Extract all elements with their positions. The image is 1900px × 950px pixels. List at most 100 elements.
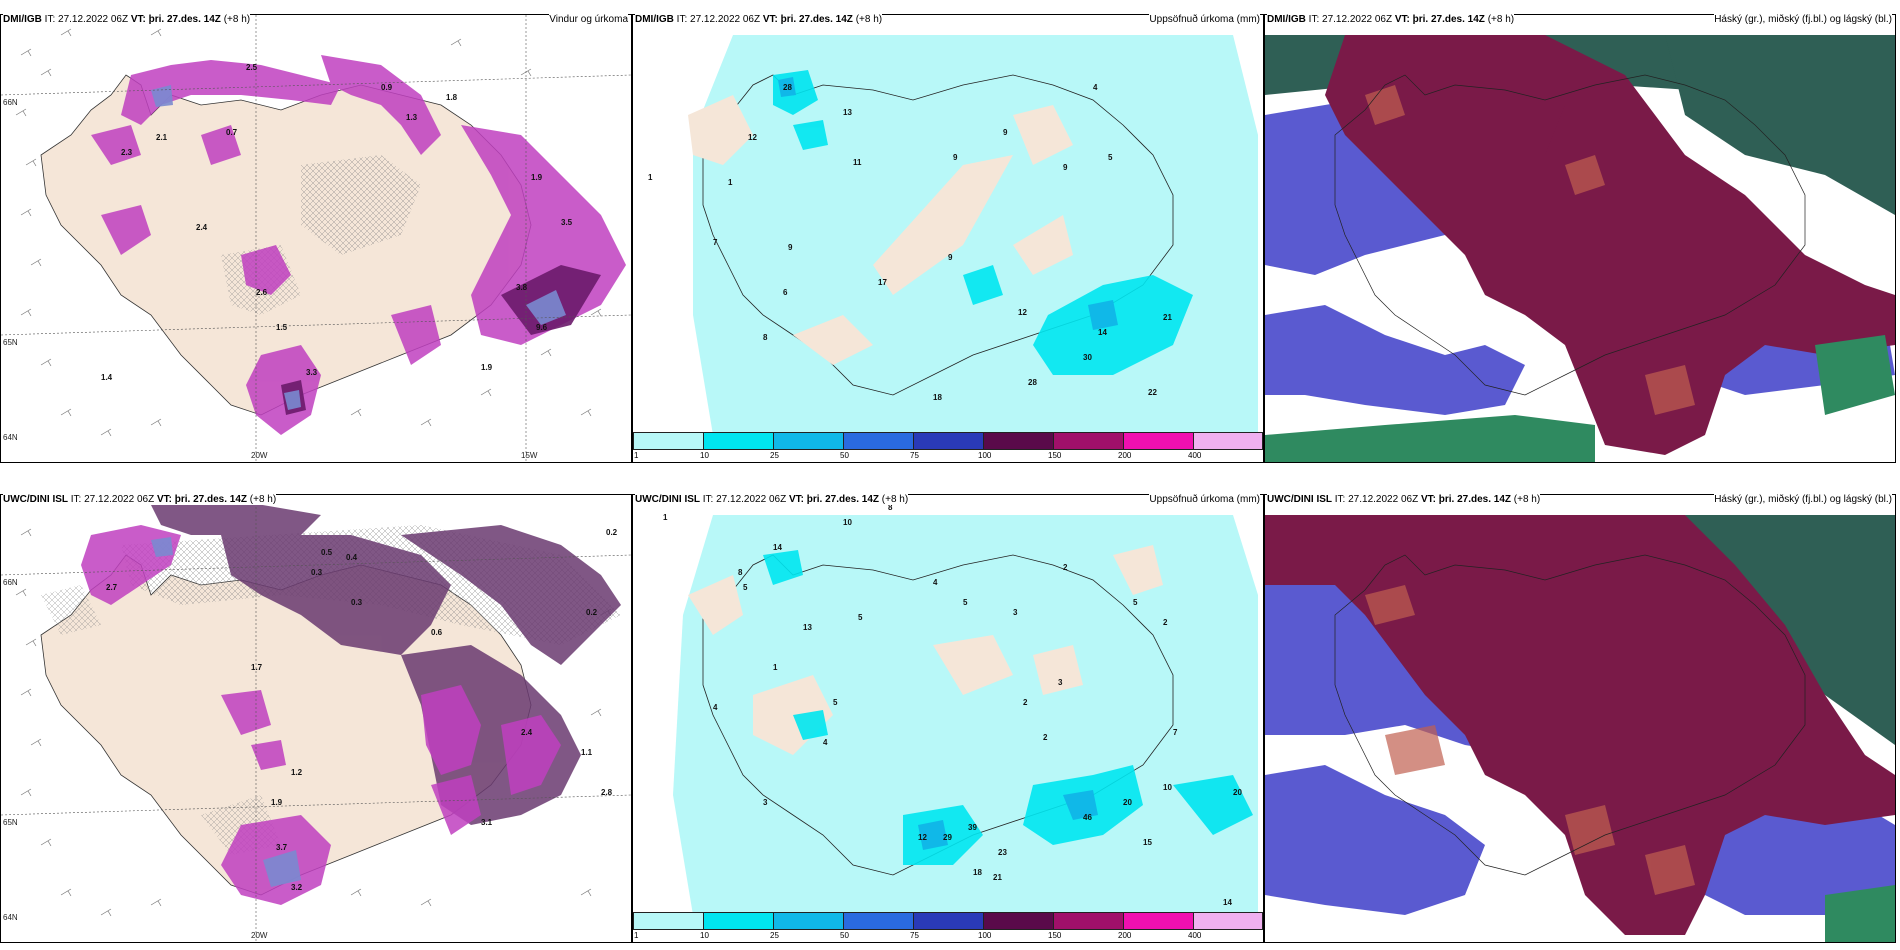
svg-text:29: 29 — [943, 833, 952, 842]
it-value: 27.12.2022 06Z — [1322, 14, 1393, 25]
lead-time: (+8 h) — [881, 494, 909, 505]
svg-text:9: 9 — [1063, 163, 1068, 172]
svg-text:23: 23 — [998, 848, 1007, 857]
svg-text:9: 9 — [1003, 128, 1008, 137]
svg-text:3: 3 — [763, 798, 768, 807]
colorbar-tick: 400 — [1188, 931, 1202, 940]
vt-label: VT: — [762, 14, 778, 25]
model-name: DMI/IGB — [635, 14, 674, 25]
svg-text:5: 5 — [833, 698, 838, 707]
svg-text:21: 21 — [993, 873, 1002, 882]
map-accum-precip-uwc: 1 10 8 14 8 5 13 5 4 5 3 2 5 2 3 2 5 4 3… — [633, 495, 1263, 942]
svg-text:18: 18 — [973, 868, 982, 877]
vt-label: VT: — [1420, 494, 1436, 505]
svg-text:0.2: 0.2 — [606, 528, 618, 537]
it-label: IT: — [44, 14, 56, 25]
colorbar-swatch — [1053, 912, 1124, 930]
svg-text:1.7: 1.7 — [251, 663, 263, 672]
svg-text:4: 4 — [713, 703, 718, 712]
it-value: 27.12.2022 06Z — [84, 494, 155, 505]
lead-time: (+8 h) — [249, 494, 277, 505]
svg-text:2: 2 — [1043, 733, 1048, 742]
svg-text:17: 17 — [878, 278, 887, 287]
colorbar-tick: 10 — [700, 931, 709, 940]
colorbar-swatch — [773, 912, 844, 930]
colorbar-swatch — [1193, 432, 1263, 450]
svg-text:2.5: 2.5 — [246, 63, 258, 72]
svg-text:8: 8 — [738, 568, 743, 577]
svg-text:0.4: 0.4 — [346, 553, 358, 562]
vt-value: þri. 27.des. 14Z — [148, 14, 221, 25]
svg-text:4: 4 — [1093, 83, 1098, 92]
colorbar-swatch — [913, 912, 984, 930]
svg-text:2.4: 2.4 — [521, 728, 533, 737]
it-label: IT: — [702, 494, 714, 505]
colorbar-tick: 25 — [770, 451, 779, 460]
colorbar-swatch — [843, 432, 914, 450]
svg-text:1.2: 1.2 — [291, 768, 303, 777]
panel-wind-precip-dmi: 2.5 0.9 1.8 2.3 2.1 2.4 1.3 2.6 1.5 3.3 … — [0, 14, 632, 463]
model-name: UWC/DINI ISL — [1267, 494, 1332, 505]
map-accum-precip-dmi: 28 12 13 11 9 9 9 4 5 1 1 7 9 6 8 9 17 1… — [633, 15, 1263, 462]
colorbar-swatch — [773, 432, 844, 450]
lead-time: (+8 h) — [855, 14, 883, 25]
panel-title: Uppsöfnuð úrkoma (mm) — [1149, 14, 1260, 25]
colorbar-tick: 150 — [1048, 931, 1062, 940]
svg-text:7: 7 — [1173, 728, 1178, 737]
colorbar-swatch — [703, 432, 774, 450]
svg-text:3.5: 3.5 — [561, 218, 573, 227]
map-clouds-uwc — [1265, 495, 1895, 942]
svg-text:9: 9 — [948, 253, 953, 262]
svg-text:9.6: 9.6 — [536, 323, 548, 332]
colorbar-tick: 400 — [1188, 451, 1202, 460]
svg-text:15W: 15W — [521, 451, 538, 460]
colorbar-tick: 100 — [978, 931, 992, 940]
panel-header: DMI/IGB IT: 27.12.2022 06Z VT: þri. 27.d… — [635, 14, 883, 25]
svg-text:0.6: 0.6 — [431, 628, 443, 637]
svg-text:3: 3 — [1058, 678, 1063, 687]
vt-value: þri. 27.des. 14Z — [1412, 14, 1485, 25]
map-wind-precip-uwc: 0.5 0.4 0.3 0.2 0.3 0.6 1.2 2.7 3.7 3.2 … — [1, 495, 631, 942]
it-label: IT: — [676, 14, 688, 25]
colorbar-tick: 50 — [840, 931, 849, 940]
vt-value: þri. 27.des. 14Z — [174, 494, 248, 505]
svg-text:20W: 20W — [251, 931, 268, 940]
svg-text:12: 12 — [1018, 308, 1027, 317]
svg-text:28: 28 — [783, 83, 792, 92]
panel-title: Vindur og úrkoma — [549, 14, 628, 25]
vt-value: þri. 27.des. 14Z — [806, 494, 880, 505]
svg-text:11: 11 — [853, 158, 862, 167]
svg-text:1: 1 — [663, 513, 668, 522]
svg-text:2.7: 2.7 — [106, 583, 118, 592]
svg-text:66N: 66N — [3, 578, 18, 587]
colorbar-swatch — [1123, 432, 1194, 450]
colorbar-tick: 10 — [700, 451, 709, 460]
svg-text:7: 7 — [713, 238, 718, 247]
svg-text:3.1: 3.1 — [481, 818, 493, 827]
svg-text:3: 3 — [1013, 608, 1018, 617]
svg-text:1: 1 — [728, 178, 733, 187]
map-wind-precip-dmi: 2.5 0.9 1.8 2.3 2.1 2.4 1.3 2.6 1.5 3.3 … — [1, 15, 631, 462]
svg-text:1.8: 1.8 — [446, 93, 458, 102]
colorbar: 1 10 25 50 75 100 150 200 400 — [633, 912, 1263, 940]
svg-text:13: 13 — [843, 108, 852, 117]
vt-value: þri. 27.des. 14Z — [780, 14, 853, 25]
svg-text:0.2: 0.2 — [586, 608, 598, 617]
svg-text:14: 14 — [773, 543, 782, 552]
svg-text:21: 21 — [1163, 313, 1172, 322]
svg-text:22: 22 — [1148, 388, 1157, 397]
colorbar-swatch — [1123, 912, 1194, 930]
colorbar-swatch — [983, 432, 1054, 450]
it-value: 27.12.2022 06Z — [1348, 494, 1419, 505]
svg-text:28: 28 — [1028, 378, 1037, 387]
svg-text:8: 8 — [888, 503, 893, 512]
it-value: 27.12.2022 06Z — [716, 494, 787, 505]
svg-text:46: 46 — [1083, 813, 1092, 822]
svg-text:5: 5 — [1133, 598, 1138, 607]
svg-text:1: 1 — [773, 663, 778, 672]
svg-text:0.9: 0.9 — [381, 83, 393, 92]
svg-text:6: 6 — [783, 288, 788, 297]
svg-text:9: 9 — [953, 153, 958, 162]
svg-text:10: 10 — [1163, 783, 1172, 792]
model-name: DMI/IGB — [3, 14, 42, 25]
